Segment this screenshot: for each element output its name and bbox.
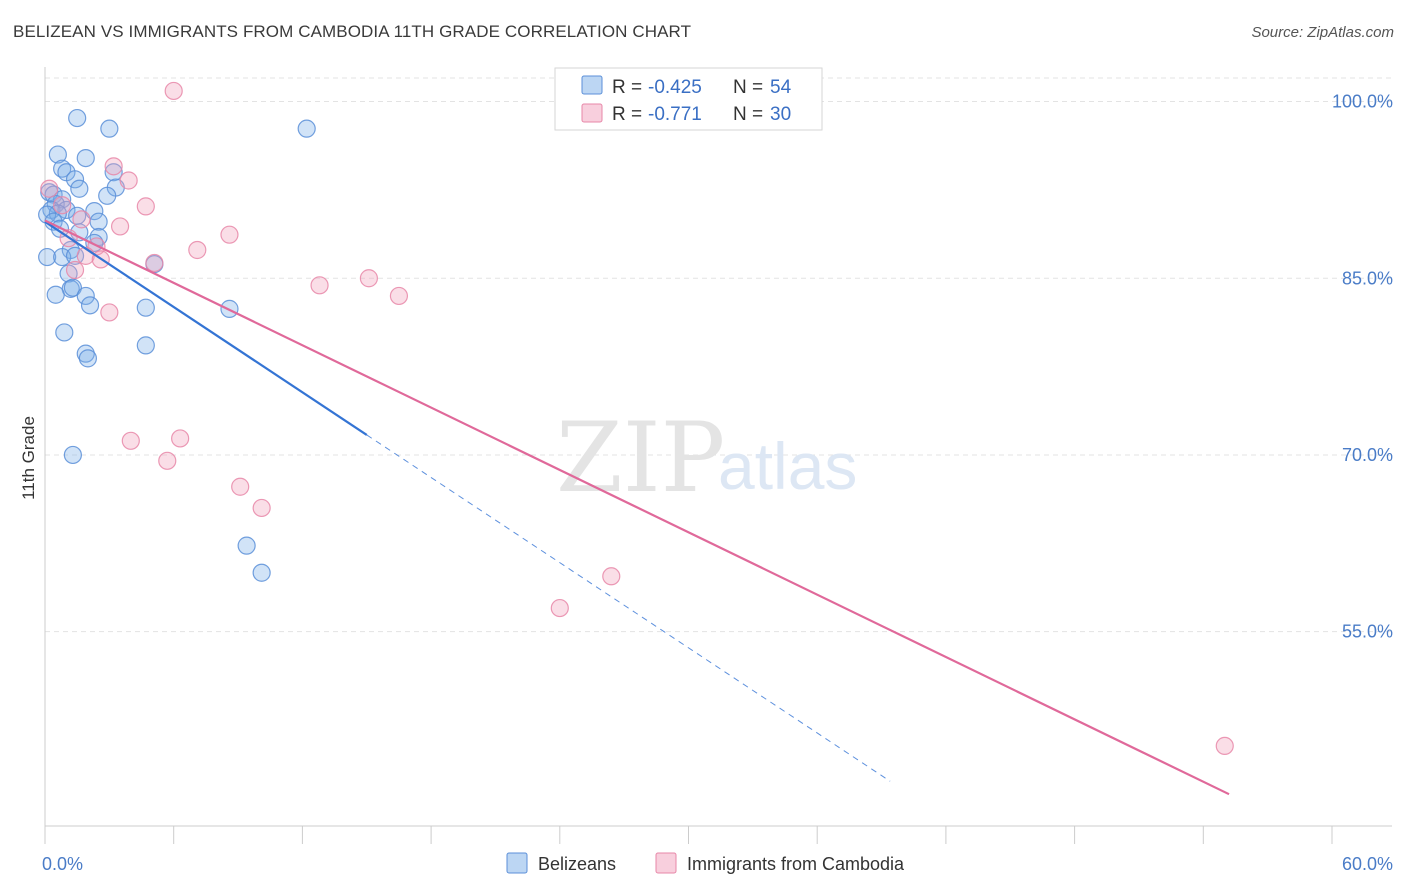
point-cambodia-7 xyxy=(110,217,130,236)
legend: R = -0.425 N = 54 R = -0.771 N = 30 xyxy=(554,67,823,131)
trend-lines xyxy=(44,219,1230,796)
point-belizeans-2 xyxy=(297,119,316,138)
y-tick-label-3: 55.0% xyxy=(1342,622,1393,642)
point-belizeans-7 xyxy=(104,163,123,182)
point-cambodia-17 xyxy=(359,269,378,288)
trend-line-belizeans xyxy=(44,220,368,436)
point-cambodia-27 xyxy=(1215,736,1234,755)
point-belizeans-0 xyxy=(68,108,87,128)
point-belizeans-35 xyxy=(63,278,82,297)
point-belizeans-45 xyxy=(63,445,82,465)
point-belizeans-18 xyxy=(85,202,104,221)
point-belizeans-8 xyxy=(65,170,85,189)
y-tick-label-0: 100.0% xyxy=(1332,92,1393,112)
point-cambodia-24 xyxy=(252,498,271,518)
y-tick-label-1: 85.0% xyxy=(1342,268,1393,288)
x-tick-label-1: 60.0% xyxy=(1342,854,1393,874)
point-cambodia-4 xyxy=(136,197,155,216)
bottom-legend-label-cambodia: Immigrants from Cambodia xyxy=(687,854,905,874)
point-cambodia-3 xyxy=(119,171,138,190)
point-belizeans-1 xyxy=(100,119,119,138)
point-belizeans-41 xyxy=(55,323,74,342)
point-belizeans-30 xyxy=(53,247,72,267)
point-cambodia-6 xyxy=(72,210,91,229)
point-cambodia-14 xyxy=(145,253,164,273)
point-cambodia-22 xyxy=(158,451,177,470)
point-belizeans-47 xyxy=(252,563,271,582)
legend-swatch-cambodia xyxy=(581,103,603,123)
legend-r-label-belizeans: R = xyxy=(612,77,642,98)
point-belizeans-31 xyxy=(65,246,85,265)
point-belizeans-4 xyxy=(76,149,95,168)
y-tick-labels: 100.0% 85.0% 70.0% 55.0% xyxy=(1332,92,1393,642)
watermark-atlas: atlas xyxy=(718,429,857,503)
point-cambodia-19 xyxy=(100,303,119,322)
point-cambodia-21 xyxy=(171,429,190,448)
legend-n-label-belizeans: N = xyxy=(733,77,763,98)
bottom-legend-swatch-belizeans xyxy=(506,852,528,874)
point-cambodia-25 xyxy=(602,567,621,586)
point-cambodia-16 xyxy=(310,276,329,295)
point-belizeans-23 xyxy=(89,212,108,231)
point-cambodia-0 xyxy=(164,81,183,101)
legend-n-value-belizeans: 54 xyxy=(770,77,792,98)
point-belizeans-10 xyxy=(70,179,89,198)
bottom-legend: Belizeans Immigrants from Cambodia xyxy=(506,852,905,874)
point-belizeans-44 xyxy=(78,349,98,368)
point-belizeans-37 xyxy=(76,286,95,306)
point-belizeans-46 xyxy=(237,536,256,555)
y-tick-label-2: 70.0% xyxy=(1342,445,1393,465)
legend-r-value-cambodia: -0.771 xyxy=(648,104,702,125)
source-label: Source: ZipAtlas.com xyxy=(1251,24,1394,41)
trend-line-cambodia xyxy=(44,219,1230,796)
point-belizeans-42 xyxy=(136,336,155,355)
x-tick-labels: 0.0% 60.0% xyxy=(42,854,1393,874)
point-belizeans-29 xyxy=(38,247,57,267)
point-cambodia-1 xyxy=(40,179,59,198)
legend-n-label-cambodia: N = xyxy=(733,104,763,125)
point-belizeans-39 xyxy=(136,298,155,317)
point-cambodia-11 xyxy=(188,240,207,260)
point-cambodia-15 xyxy=(65,260,85,280)
chart-title: BELIZEAN VS IMMIGRANTS FROM CAMBODIA 11T… xyxy=(13,22,692,41)
point-belizeans-38 xyxy=(80,296,100,315)
point-cambodia-20 xyxy=(121,431,140,450)
point-belizeans-36 xyxy=(46,285,65,304)
point-cambodia-8 xyxy=(220,225,239,244)
point-cambodia-18 xyxy=(389,286,409,306)
point-belizeans-3 xyxy=(48,145,67,164)
point-cambodia-2 xyxy=(104,157,123,176)
watermark-zip: ZIP xyxy=(556,402,725,514)
y-axis-label: 11th Grade xyxy=(19,416,38,500)
point-cambodia-5 xyxy=(53,196,72,215)
legend-n-value-cambodia: 30 xyxy=(770,104,791,125)
point-belizeans-14 xyxy=(98,186,117,205)
bottom-legend-swatch-cambodia xyxy=(655,852,677,874)
legend-r-label-cambodia: R = xyxy=(612,104,642,125)
trend-line-dashed-belizeans xyxy=(366,434,891,782)
legend-swatch-belizeans xyxy=(581,75,603,95)
point-cambodia-23 xyxy=(231,477,250,496)
x-tick-label-0: 0.0% xyxy=(42,854,83,874)
bottom-legend-label-belizeans: Belizeans xyxy=(538,854,616,874)
legend-r-value-belizeans: -0.425 xyxy=(648,77,702,98)
point-cambodia-26 xyxy=(550,598,569,618)
